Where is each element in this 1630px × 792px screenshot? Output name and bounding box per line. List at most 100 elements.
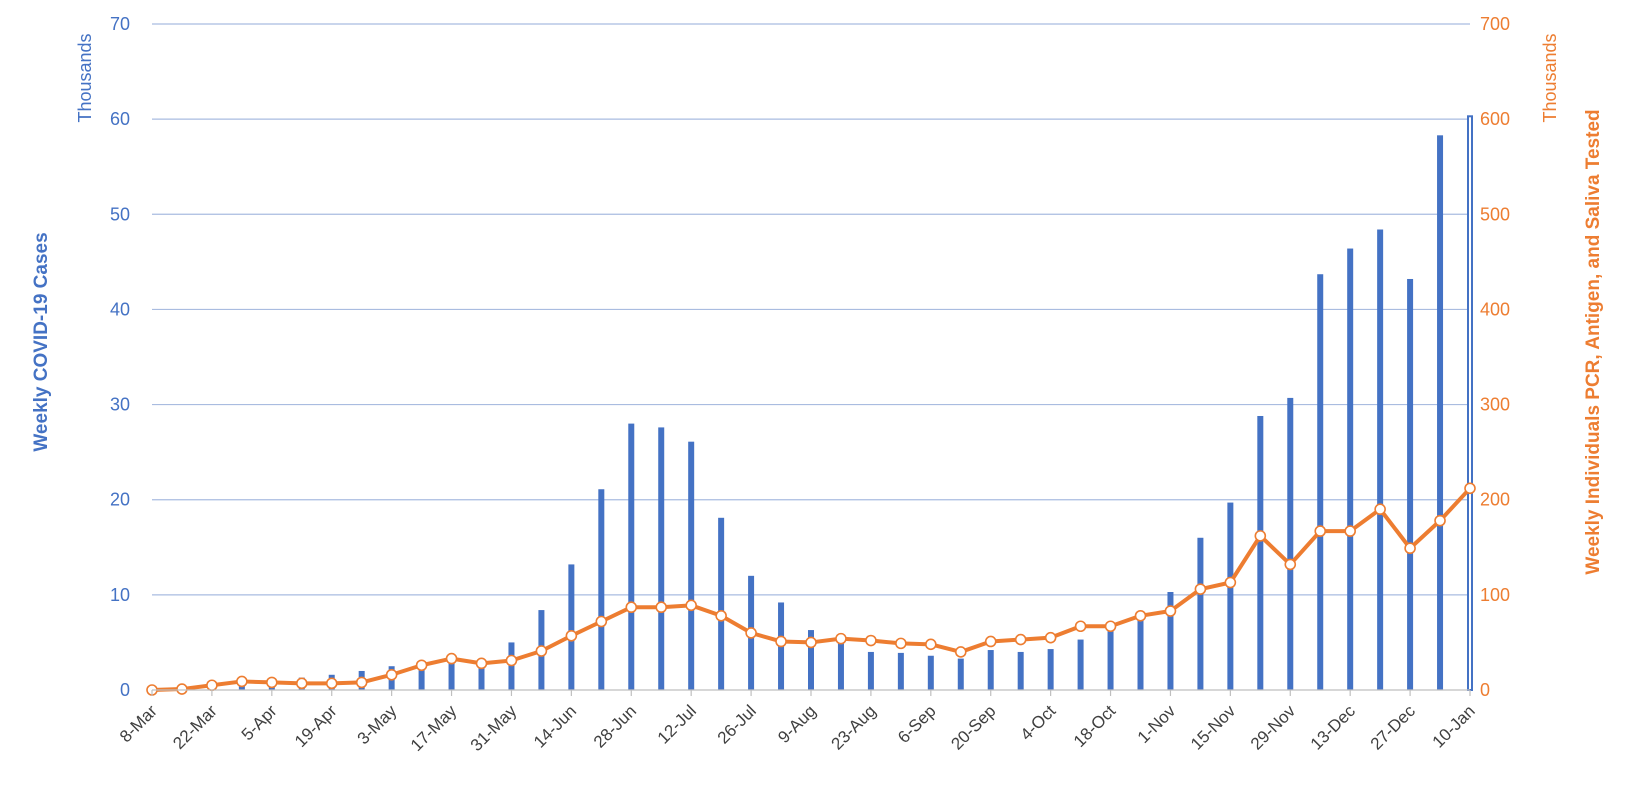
tested-marker bbox=[505, 654, 518, 667]
tested-marker bbox=[1464, 482, 1476, 495]
x-tick-label: 12-Jul bbox=[654, 701, 700, 747]
case-bar bbox=[867, 651, 874, 690]
case-bar bbox=[598, 489, 605, 690]
left-tick-label: 0 bbox=[120, 680, 130, 700]
tested-marker bbox=[745, 627, 757, 639]
right-axis-units: Thousands bbox=[1540, 33, 1560, 122]
tested-marker bbox=[1134, 609, 1147, 622]
tested-marker bbox=[1224, 576, 1237, 589]
tested-marker bbox=[385, 668, 398, 681]
x-tick-label: 14-Jun bbox=[530, 701, 580, 751]
case-bar bbox=[688, 441, 695, 690]
left-tick-label: 50 bbox=[110, 204, 130, 224]
gridlines bbox=[152, 23, 1470, 596]
case-bar bbox=[837, 642, 844, 690]
left-tick-label: 70 bbox=[110, 14, 130, 34]
case-bar bbox=[628, 423, 635, 690]
x-tick-label: 20-Sep bbox=[947, 701, 999, 753]
x-tick-label: 8-Mar bbox=[116, 701, 161, 746]
case-bar bbox=[1047, 649, 1054, 690]
case-bar bbox=[1257, 415, 1264, 690]
tested-marker bbox=[805, 636, 817, 649]
right-tick-label: 500 bbox=[1480, 204, 1510, 224]
tested-marker bbox=[1104, 620, 1117, 633]
tested-marker bbox=[1164, 605, 1177, 617]
tested-marker bbox=[415, 659, 428, 672]
tested-marker bbox=[1344, 525, 1356, 537]
x-tick-label: 31-May bbox=[467, 701, 521, 755]
case-bar bbox=[478, 661, 485, 690]
tested-marker bbox=[984, 635, 997, 648]
x-tick-label: 15-Nov bbox=[1187, 701, 1240, 754]
x-tick-label: 18-Oct bbox=[1070, 701, 1120, 751]
case-bar bbox=[987, 650, 994, 690]
tested-marker bbox=[895, 637, 907, 650]
right-tick-label: 700 bbox=[1480, 14, 1510, 34]
right-axis-title: Weekly Individuals PCR, Antigen, and Sal… bbox=[1583, 109, 1604, 574]
tested-marker bbox=[835, 632, 847, 645]
x-tick-label: 23-Aug bbox=[828, 701, 880, 753]
cases-bars bbox=[178, 115, 1473, 691]
tested-marker bbox=[445, 652, 458, 665]
tested-marker bbox=[475, 657, 488, 670]
left-tick-label: 20 bbox=[110, 490, 130, 510]
tested-marker bbox=[1284, 558, 1297, 571]
case-bar bbox=[718, 517, 725, 690]
tested-marker bbox=[1314, 525, 1327, 537]
tested-marker bbox=[1194, 583, 1207, 595]
tested-marker bbox=[176, 683, 188, 695]
tested-marker bbox=[625, 601, 638, 614]
case-bar bbox=[1377, 229, 1384, 690]
case-bar bbox=[1407, 278, 1414, 690]
x-tick-label: 5-Apr bbox=[238, 701, 281, 744]
case-bar bbox=[1197, 537, 1204, 690]
tested-marker bbox=[295, 677, 308, 690]
case-bar bbox=[448, 657, 455, 690]
tested-marker bbox=[595, 615, 608, 628]
left-axis-title: Weekly COVID-19 Cases bbox=[31, 232, 52, 451]
tested-marker bbox=[715, 609, 727, 622]
x-tick-label: 4-Oct bbox=[1017, 701, 1060, 744]
tested-marker bbox=[1374, 503, 1386, 516]
tested-marker bbox=[535, 645, 548, 657]
left-tick-label: 10 bbox=[110, 585, 130, 605]
right-tick-label: 100 bbox=[1480, 585, 1510, 605]
right-tick-label: 0 bbox=[1480, 680, 1490, 700]
x-tick-label: 13-Dec bbox=[1307, 701, 1360, 754]
tested-marker bbox=[954, 646, 967, 658]
x-tick-label: 6-Sep bbox=[894, 701, 940, 747]
x-tick-label: 19-Apr bbox=[291, 701, 341, 751]
left-tick-label: 40 bbox=[110, 299, 130, 319]
tested-marker bbox=[1014, 633, 1027, 646]
case-bar bbox=[957, 658, 964, 690]
case-bar bbox=[1107, 629, 1114, 690]
x-tick-label: 27-Dec bbox=[1367, 701, 1420, 754]
case-bar bbox=[658, 427, 665, 690]
case-bar bbox=[418, 662, 425, 690]
x-tick-label: 26-Jul bbox=[714, 701, 760, 747]
tested-marker bbox=[1434, 514, 1446, 527]
tested-marker bbox=[325, 677, 338, 690]
left-tick-label: 60 bbox=[110, 109, 130, 129]
tested-marker bbox=[1044, 631, 1057, 644]
case-bar bbox=[1077, 639, 1084, 690]
case-bar bbox=[1287, 397, 1294, 690]
tested-marker bbox=[685, 599, 697, 612]
x-tick-label: 22-Mar bbox=[169, 701, 221, 753]
tested-marker bbox=[925, 638, 937, 651]
tested-marker bbox=[1404, 542, 1416, 555]
tested-marker bbox=[865, 634, 877, 647]
tested-marker bbox=[1074, 620, 1087, 633]
tested-marker bbox=[565, 629, 578, 642]
tested-marker bbox=[775, 635, 787, 648]
x-tick-label: 3-May bbox=[354, 701, 401, 748]
left-tick-label: 30 bbox=[110, 395, 130, 415]
case-bar bbox=[1227, 502, 1234, 690]
case-bar bbox=[1437, 135, 1444, 690]
x-tick-label: 10-Jan bbox=[1429, 701, 1479, 751]
right-tick-label: 400 bbox=[1480, 299, 1510, 319]
tested-marker bbox=[1254, 530, 1267, 542]
case-bar bbox=[1317, 274, 1324, 690]
